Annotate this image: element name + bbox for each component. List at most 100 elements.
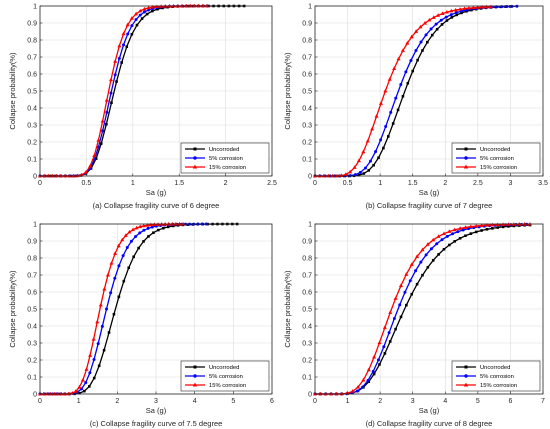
x-tick-label: 6: [270, 398, 274, 405]
data-point: [378, 363, 381, 366]
data-point: [398, 303, 402, 307]
data-point: [419, 40, 423, 44]
legend: Uncorroded 5% corrosion 15% corrosion: [180, 142, 270, 174]
data-point: [396, 108, 400, 112]
y-tick-label: 0.5: [27, 306, 37, 313]
legend-marker: [464, 147, 468, 151]
data-point: [429, 247, 433, 251]
x-tick-label: 1: [378, 180, 382, 187]
x-tick-label: 1.5: [174, 180, 184, 187]
data-point: [458, 226, 463, 230]
data-point: [150, 4, 155, 9]
data-point: [434, 22, 438, 26]
data-point: [105, 272, 110, 277]
data-point: [387, 331, 391, 335]
data-point: [142, 6, 147, 11]
data-point: [382, 146, 385, 150]
data-point: [166, 5, 169, 9]
data-point: [370, 126, 375, 131]
data-point: [444, 15, 448, 19]
x-tick-label: 2.5: [267, 180, 277, 187]
data-point: [437, 253, 440, 256]
data-point: [496, 226, 500, 229]
x-axis-label: Sa (g): [146, 406, 167, 415]
data-point: [109, 91, 113, 95]
legend-label: Uncorroded: [209, 147, 239, 153]
data-point: [96, 138, 101, 142]
data-point: [77, 385, 82, 389]
data-point: [59, 391, 64, 396]
legend-label: Uncorroded: [209, 365, 239, 371]
data-point: [452, 227, 457, 232]
data-point: [453, 240, 457, 243]
data-point: [431, 259, 435, 262]
data-point: [99, 142, 103, 145]
y-axis-label: Collapse probability(%): [283, 52, 292, 130]
x-tick-label: 0.5: [343, 180, 353, 187]
data-point: [398, 283, 403, 287]
data-point: [383, 352, 387, 355]
x-tick-label: 3: [411, 398, 415, 405]
data-point: [507, 225, 510, 228]
data-point: [125, 45, 129, 48]
y-tick-label: 0.2: [27, 139, 37, 146]
data-point: [135, 23, 139, 27]
y-tick-label: 0.3: [302, 122, 312, 129]
data-point: [416, 58, 419, 62]
data-point: [436, 13, 441, 17]
data-point: [48, 391, 53, 396]
data-point: [110, 101, 113, 105]
data-point: [415, 254, 420, 258]
data-point: [394, 327, 397, 331]
data-point: [142, 10, 146, 14]
data-point: [431, 15, 436, 19]
chart-caption: (d) Collapse fragility curve of 8 degree: [366, 419, 493, 428]
y-tick-label: 1: [33, 221, 37, 228]
y-tick-label: 0.9: [27, 20, 37, 27]
y-tick-label: 0.4: [302, 105, 312, 112]
y-tick-label: 0.2: [302, 357, 312, 364]
y-tick-label: 0.3: [27, 340, 37, 347]
data-point: [485, 227, 489, 231]
data-point: [138, 224, 143, 229]
data-point: [137, 246, 140, 250]
legend-marker: [193, 374, 197, 378]
data-point: [130, 227, 135, 232]
data-point: [387, 77, 392, 81]
y-tick-label: 0.3: [302, 340, 312, 347]
data-point: [113, 251, 118, 255]
x-tick-label: 7: [541, 398, 545, 405]
data-point: [84, 381, 88, 385]
y-tick-label: 0.8: [302, 37, 312, 44]
data-point: [88, 353, 93, 357]
data-point: [117, 264, 121, 268]
x-tick-label: 2.5: [473, 180, 483, 187]
data-point: [361, 377, 366, 382]
data-point: [371, 369, 375, 373]
data-point: [142, 240, 145, 243]
y-tick-label: 0.1: [27, 156, 37, 163]
legend-marker: [464, 156, 468, 160]
data-point: [355, 389, 359, 393]
data-point: [400, 48, 405, 52]
data-point: [404, 272, 409, 276]
data-point: [98, 302, 103, 307]
data-point: [455, 13, 458, 17]
data-point: [386, 135, 390, 138]
data-point: [88, 164, 93, 168]
data-point: [130, 24, 134, 28]
data-point: [377, 340, 382, 345]
x-tick-label: 5: [231, 398, 235, 405]
y-tick-label: 0.6: [27, 289, 37, 296]
data-point: [105, 122, 108, 126]
y-tick-label: 0.6: [27, 71, 37, 78]
data-point: [120, 61, 123, 64]
y-tick-label: 0.8: [302, 255, 312, 262]
data-point: [361, 385, 365, 389]
y-axis-label: Collapse probability(%): [8, 270, 17, 348]
y-tick-label: 1: [308, 3, 312, 10]
legend-marker: [464, 374, 468, 378]
data-point: [366, 367, 371, 372]
legend-label: 5% corrosion: [480, 156, 514, 162]
